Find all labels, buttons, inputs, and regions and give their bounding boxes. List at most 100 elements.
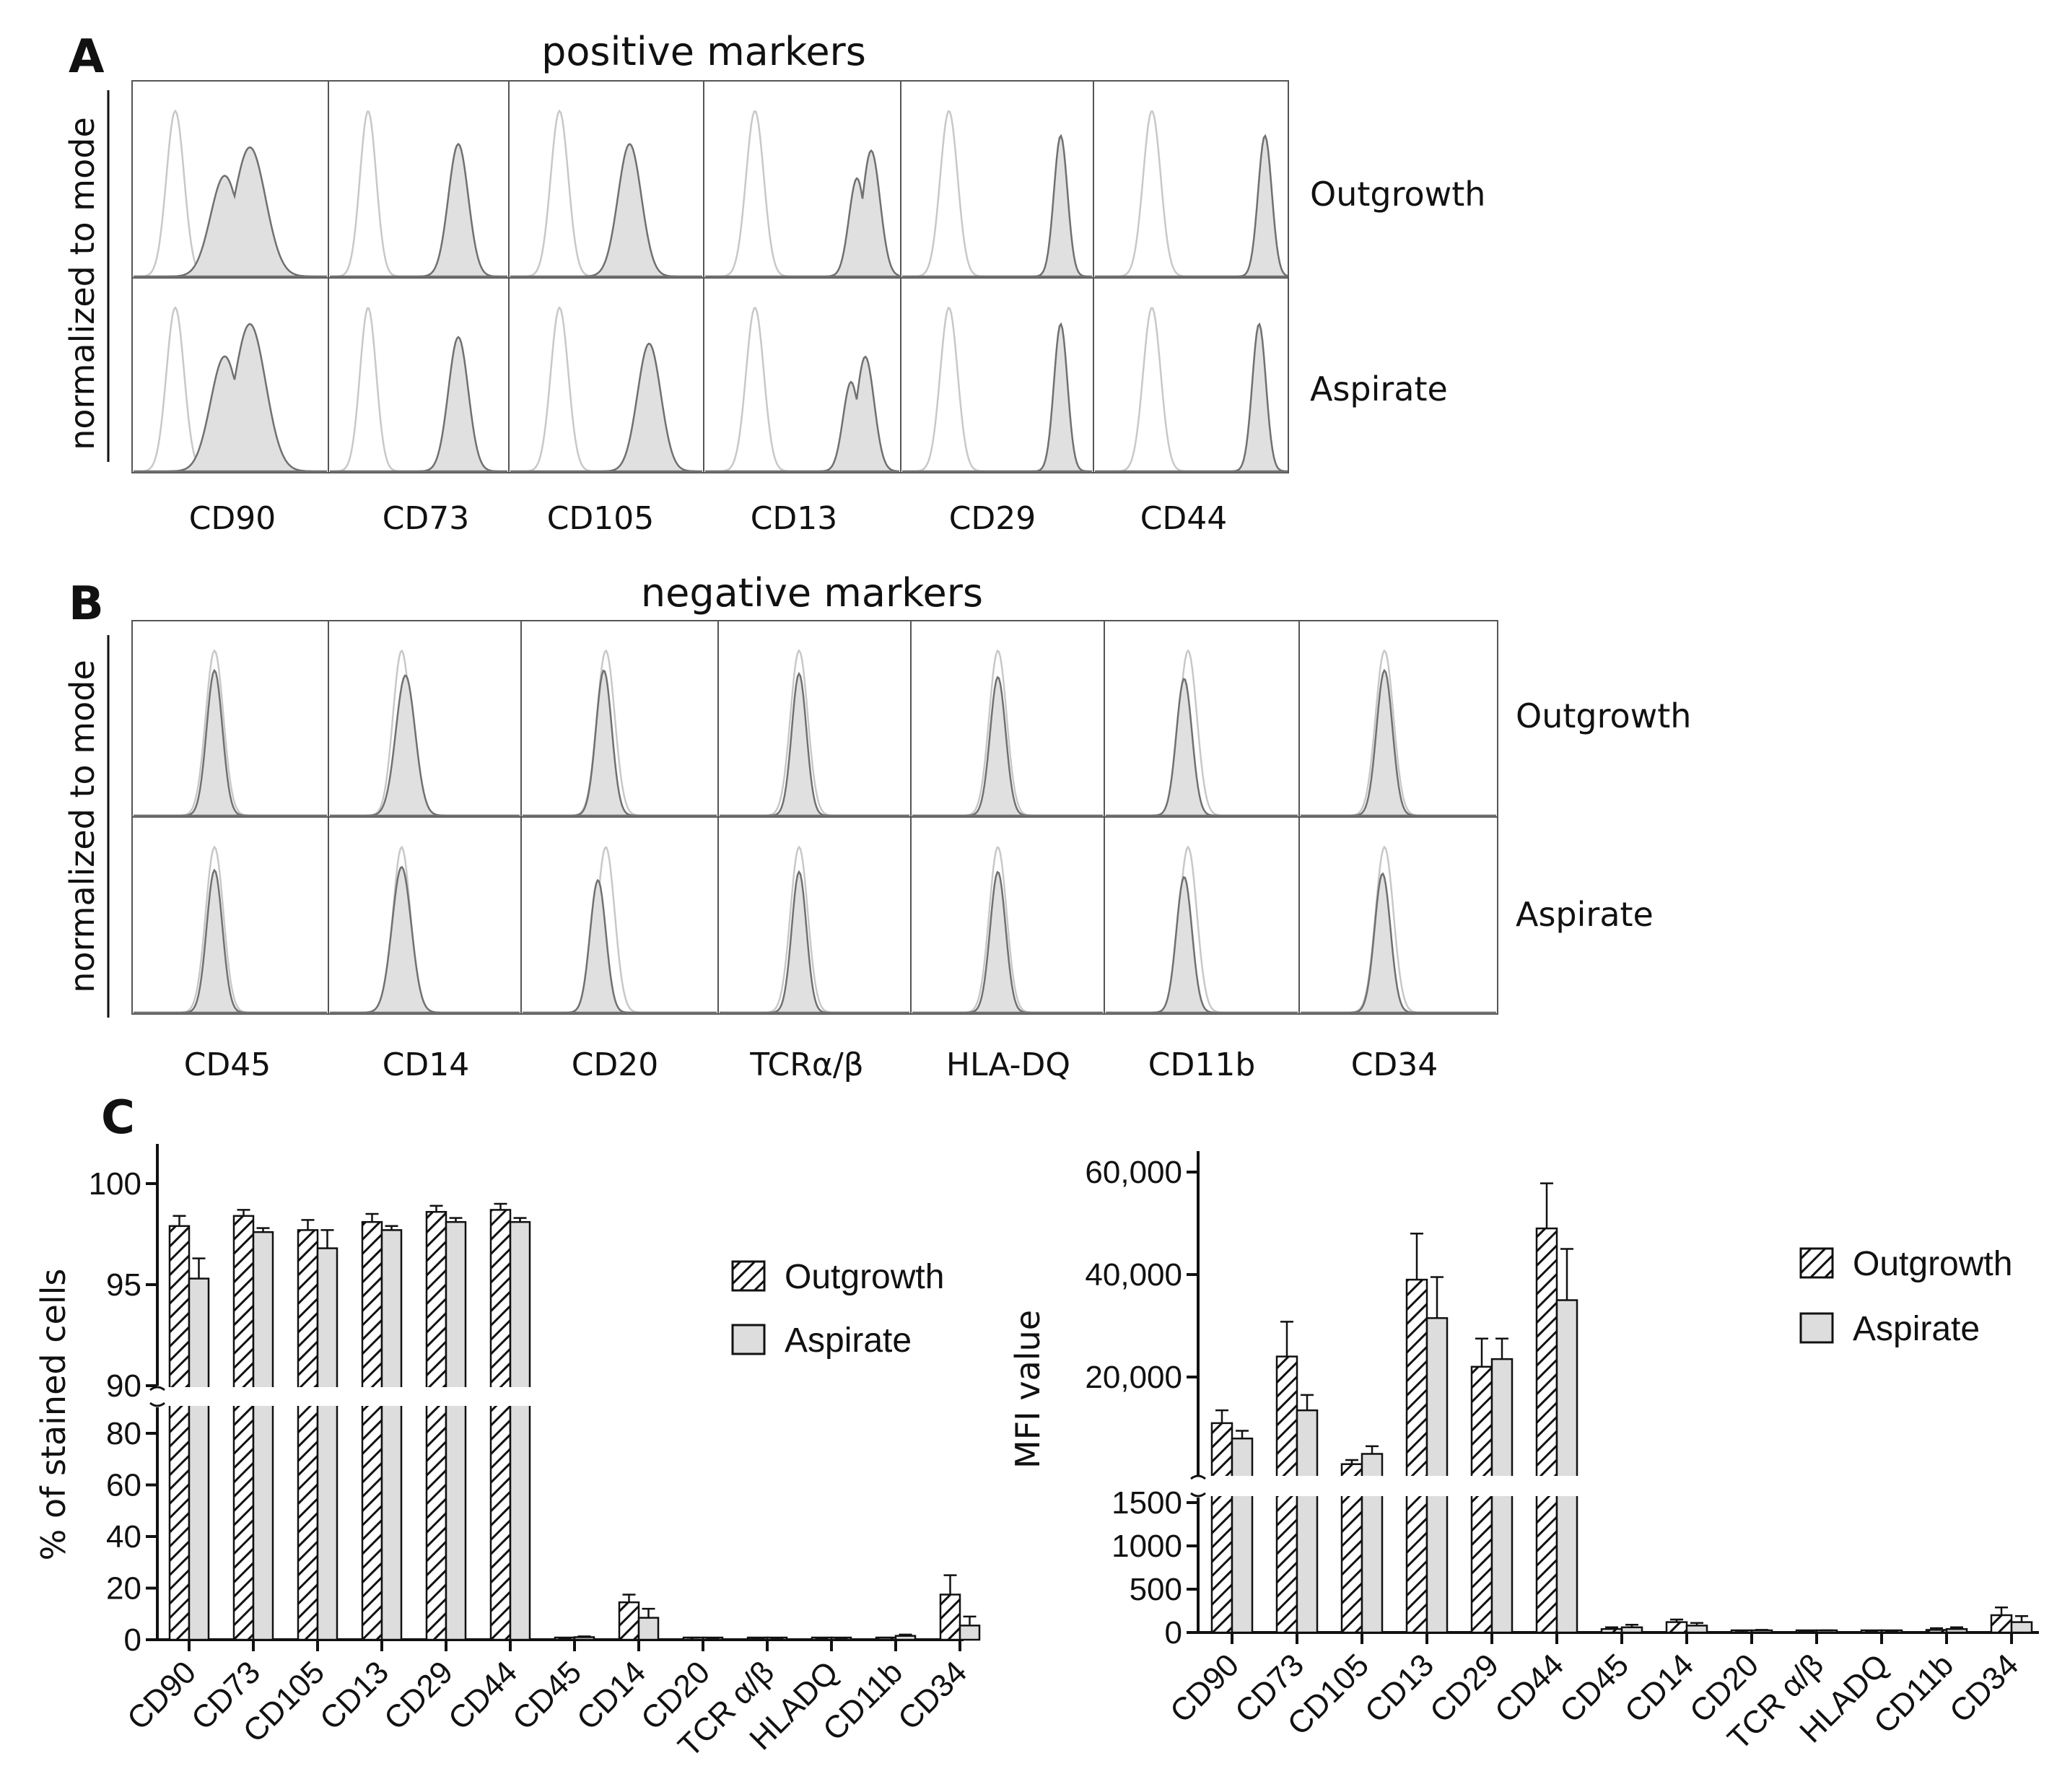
bar-aspirate xyxy=(1425,1317,1449,1634)
bar-aspirate xyxy=(1231,1437,1254,1634)
panel-b-marker: CD11b xyxy=(1148,1046,1256,1083)
panel-a-marker: CD73 xyxy=(383,500,470,537)
y-tick-label: 0 xyxy=(124,1622,141,1658)
chart1-ylabel: % of stained cells xyxy=(34,1269,73,1561)
bar-aspirate xyxy=(252,1231,274,1641)
stained-histogram xyxy=(705,355,900,473)
x-category-label: CD13 xyxy=(313,1654,396,1736)
panel-b-letter: B xyxy=(69,577,104,631)
stained-histogram xyxy=(1106,678,1298,817)
bar-aspirate xyxy=(1685,1625,1708,1634)
isotype-histogram xyxy=(1106,649,1298,817)
bar-outgrowth xyxy=(168,1225,191,1641)
stained-histogram xyxy=(902,322,1092,473)
x-category-label: CD34 xyxy=(1943,1647,2025,1729)
x-category-label: CD34 xyxy=(891,1654,974,1736)
x-category-label: CD14 xyxy=(570,1654,652,1736)
y-tick-label: 90 xyxy=(106,1368,141,1404)
panel-b-marker: CD34 xyxy=(1351,1046,1438,1083)
stained-histogram xyxy=(523,878,717,1014)
y-tick-label: 80 xyxy=(106,1416,141,1451)
axis-break-band xyxy=(160,1387,533,1406)
panel-b-marker: CD20 xyxy=(572,1046,659,1083)
bar-outgrowth xyxy=(425,1210,447,1641)
isotype-histogram xyxy=(330,110,507,278)
stained-histogram xyxy=(1106,875,1298,1014)
isotype-histogram xyxy=(330,649,520,817)
panel-c-letter: C xyxy=(101,1091,135,1145)
chart1-legend-aspirate-swatch xyxy=(731,1324,766,1355)
x-category-label: CD29 xyxy=(1423,1647,1506,1729)
bar-aspirate xyxy=(1296,1409,1319,1634)
panel-a-row-outgrowth: Outgrowth xyxy=(1310,175,1485,214)
panel-a-marker: CD44 xyxy=(1140,500,1228,537)
isotype-histogram xyxy=(720,649,909,817)
panel-a-ylabel: normalized to mode xyxy=(63,117,102,450)
panel-b-marker: TCRα/β xyxy=(749,1046,864,1083)
isotype-histogram xyxy=(1301,845,1496,1014)
stained-histogram xyxy=(912,676,1103,817)
bar-outgrowth xyxy=(361,1220,383,1641)
panel-b-row-aspirate: Aspirate xyxy=(1516,895,1654,934)
isotype-histogram xyxy=(510,109,702,278)
axis-break-mark xyxy=(149,1402,165,1407)
y-tick-label: 95 xyxy=(106,1267,141,1303)
panel-a-histogram-grid xyxy=(131,80,1289,473)
axis-break-band xyxy=(1200,1476,1586,1496)
stained-histogram xyxy=(330,674,520,817)
panel-b-ylabel: normalized to mode xyxy=(63,660,102,992)
x-category-label: CD13 xyxy=(1358,1647,1441,1729)
x-category-label: CD44 xyxy=(442,1654,524,1736)
panel-b-marker: HLA-DQ xyxy=(946,1046,1070,1083)
y-tick-label: 1000 xyxy=(1112,1529,1182,1564)
bar-outgrowth xyxy=(618,1601,640,1641)
isotype-histogram xyxy=(330,307,507,473)
x-category-label: CD29 xyxy=(377,1654,460,1736)
stained-histogram xyxy=(705,149,901,278)
stained-histogram xyxy=(330,865,520,1014)
chart2-ylabel: MFI value xyxy=(1008,1310,1047,1469)
stained-histogram xyxy=(523,669,717,817)
stained-histogram xyxy=(912,870,1103,1014)
x-category-label: CD90 xyxy=(1163,1647,1246,1729)
bar-outgrowth xyxy=(1600,1627,1623,1634)
bar-aspirate xyxy=(573,1636,595,1641)
y-tick-label: 100 xyxy=(89,1166,141,1202)
axis-break-mark xyxy=(1190,1492,1206,1498)
stained-histogram xyxy=(510,143,702,278)
bar-aspirate xyxy=(1620,1626,1643,1634)
bar-outgrowth xyxy=(1535,1227,1558,1634)
y-tick-label: 500 xyxy=(1130,1572,1182,1607)
bar-aspirate xyxy=(2010,1621,2033,1634)
x-category-label: CD45 xyxy=(1553,1647,1635,1729)
x-category-label: CD90 xyxy=(121,1654,203,1736)
bar-aspirate xyxy=(509,1220,531,1641)
chart2-legend-aspirate: Aspirate xyxy=(1853,1310,1980,1348)
bar-aspirate xyxy=(445,1220,467,1641)
panel-a-title: positive markers xyxy=(541,29,866,74)
chart1-legend-outgrowth: Outgrowth xyxy=(785,1258,944,1296)
chart1-legend-outgrowth-swatch xyxy=(731,1260,766,1292)
isotype-histogram xyxy=(510,305,702,473)
stained-histogram xyxy=(720,671,909,817)
bar-aspirate xyxy=(316,1247,339,1641)
y-tick-label: 1500 xyxy=(1112,1485,1182,1521)
bar-outgrowth xyxy=(1405,1278,1428,1634)
stained-histogram xyxy=(1301,872,1496,1014)
chart2-mfi-value: 20,00040,00060,000050010001500CD90CD73CD… xyxy=(1085,1151,2039,1757)
bar-outgrowth xyxy=(297,1229,319,1641)
axis-break-mark xyxy=(149,1386,165,1391)
stained-histogram xyxy=(134,323,327,473)
panel-b-row-outgrowth: Outgrowth xyxy=(1516,696,1691,735)
panel-a-marker: CD29 xyxy=(949,500,1036,537)
y-tick-label: 60,000 xyxy=(1085,1155,1182,1190)
stained-histogram xyxy=(330,336,507,473)
panel-a-marker: CD105 xyxy=(547,500,655,537)
stained-histogram xyxy=(720,870,909,1014)
x-category-label: CD45 xyxy=(506,1654,588,1736)
stained-histogram xyxy=(510,342,702,473)
y-tick-label: 0 xyxy=(1165,1615,1182,1651)
isotype-histogram xyxy=(720,845,909,1014)
